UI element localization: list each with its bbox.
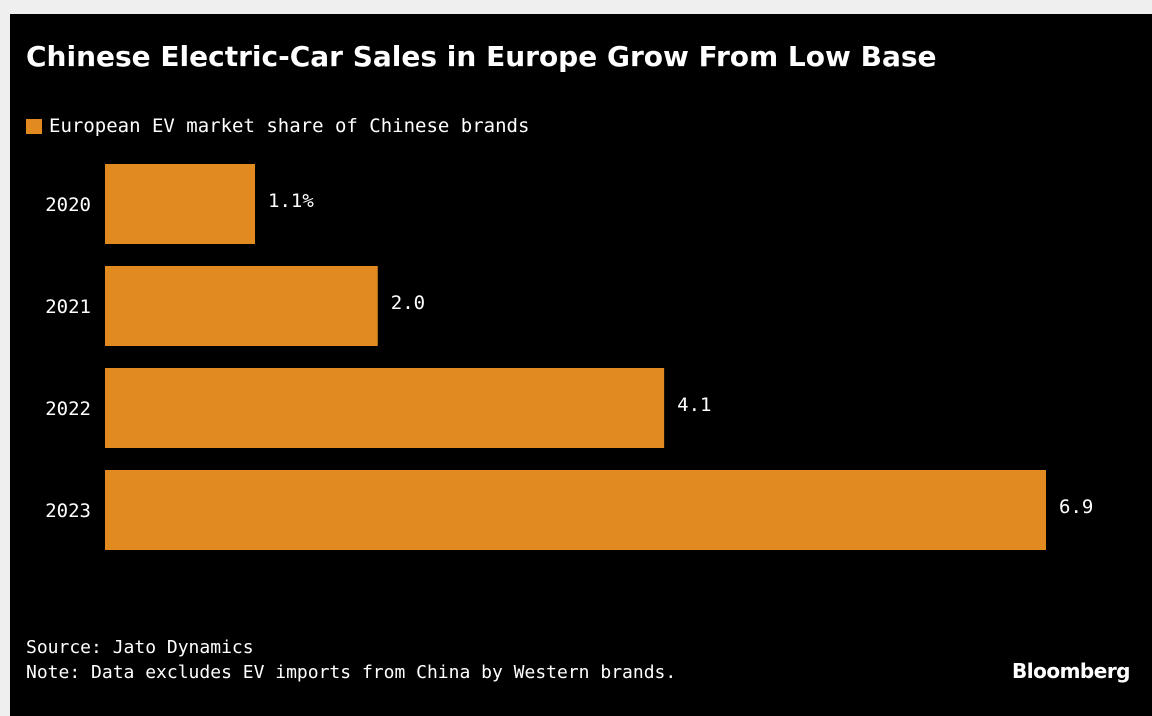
source-note: Source: Jato Dynamics xyxy=(26,637,254,658)
chart-title: Chinese Electric-Car Sales in Europe Gro… xyxy=(26,40,937,73)
chart-container xyxy=(10,14,1152,716)
y-tick-label: 2022 xyxy=(45,398,91,420)
value-label: 1.1% xyxy=(268,190,314,212)
bar-2023 xyxy=(105,470,1046,550)
value-label: 2.0 xyxy=(391,292,425,314)
data-note: Note: Data excludes EV imports from Chin… xyxy=(26,662,677,683)
y-tick-label: 2021 xyxy=(45,296,91,318)
y-tick-label: 2023 xyxy=(45,500,91,522)
value-label: 6.9 xyxy=(1059,496,1093,518)
bar-2021 xyxy=(105,266,378,346)
y-tick-label: 2020 xyxy=(45,194,91,216)
legend-label: European EV market share of Chinese bran… xyxy=(49,115,530,137)
legend-swatch xyxy=(26,118,42,134)
bar-2022 xyxy=(105,368,665,448)
value-label: 4.1 xyxy=(677,394,711,416)
chart-footer: Source: Jato Dynamics Note: Data exclude… xyxy=(26,635,676,685)
bar-2020 xyxy=(105,164,256,244)
bloomberg-logo: Bloomberg xyxy=(1012,659,1130,683)
legend: European EV market share of Chinese bran… xyxy=(26,113,529,139)
